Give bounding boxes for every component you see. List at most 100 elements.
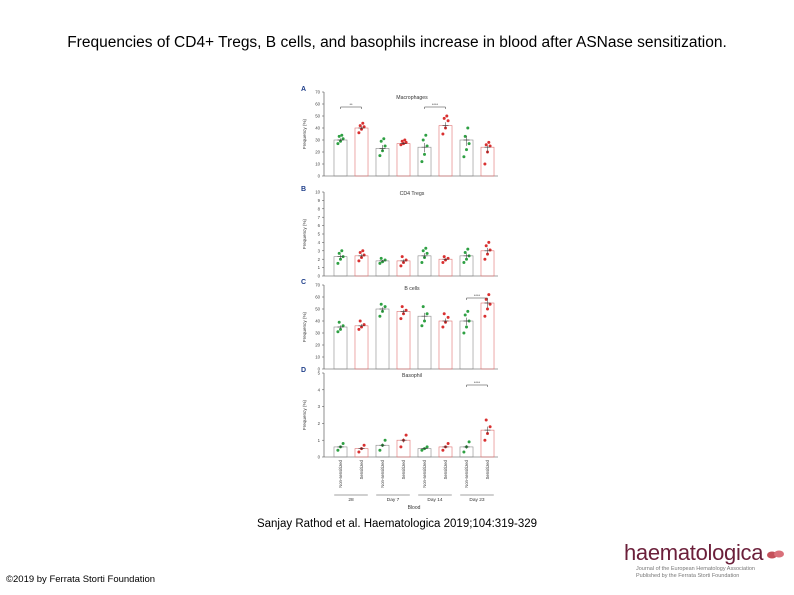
data-point [484, 297, 488, 301]
data-point [357, 327, 361, 331]
data-point [423, 319, 426, 323]
data-point [357, 450, 361, 454]
data-point [361, 249, 365, 253]
panel-title: B cells [404, 286, 420, 292]
data-point [487, 293, 491, 297]
significance-label: **** [474, 293, 481, 298]
y-tick-label: 0 [318, 367, 321, 372]
y-tick-label: 10 [315, 162, 320, 167]
data-point [421, 138, 425, 142]
data-point [362, 443, 366, 447]
y-tick-label: 4 [318, 240, 321, 245]
panel-letter: B [301, 186, 306, 193]
group-label: Day 23 [469, 497, 485, 503]
data-point [337, 320, 341, 324]
data-point [463, 313, 467, 317]
data-point [358, 250, 362, 254]
panel-letter: A [301, 86, 306, 93]
bar [375, 148, 390, 177]
data-point [483, 438, 487, 442]
y-tick-label: 1 [318, 438, 321, 443]
data-point [484, 418, 488, 422]
data-point [483, 162, 487, 166]
y-tick-label: 70 [315, 90, 320, 95]
bar [480, 302, 495, 370]
bar [438, 320, 453, 370]
panel-title: CD4 Tregs [400, 191, 425, 197]
significance-bracket [340, 106, 362, 109]
data-point [462, 331, 466, 335]
data-point [442, 116, 446, 120]
data-point [337, 134, 341, 138]
data-point [358, 319, 362, 323]
panel-letter: C [301, 279, 306, 286]
category-label: Sensitized [359, 459, 364, 479]
data-point [339, 257, 342, 261]
data-point [421, 305, 425, 309]
y-tick-label: 30 [315, 138, 320, 143]
group-label: Day 14 [427, 497, 443, 503]
data-point [486, 252, 489, 256]
panel-a: A Macrophages 0 10 20 30 40 50 60 70 Frequency (%)… [301, 86, 498, 179]
data-point [488, 425, 492, 429]
data-point [357, 131, 361, 135]
y-axis-label: Frequency (%) [302, 311, 307, 342]
significance-label: **** [432, 102, 439, 107]
y-axis-label: Frequency (%) [302, 218, 307, 249]
data-point [383, 438, 387, 442]
category-label: Sensitized [485, 459, 490, 479]
slide-title: Frequencies of CD4+ Tregs, B cells, and … [67, 34, 727, 51]
data-point [420, 261, 424, 265]
y-axis-label: Frequency (%) [302, 118, 307, 149]
data-point [425, 312, 429, 316]
data-point [403, 138, 407, 142]
red-cell-icon [767, 550, 784, 559]
data-point [446, 442, 450, 446]
data-point [362, 125, 366, 129]
y-tick-label: 50 [315, 307, 320, 312]
y-tick-label: 2 [318, 257, 321, 262]
data-point [379, 302, 383, 306]
y-tick-label: 60 [315, 102, 320, 107]
data-point [378, 448, 382, 452]
journal-logo: haematologica Journal of the European He… [612, 540, 788, 580]
panel-title: Basophil [402, 373, 422, 379]
bar [438, 258, 453, 277]
data-point [420, 324, 424, 328]
bar [375, 308, 390, 370]
data-point [337, 251, 341, 255]
logo-subtitle-line2: Published by the Ferrata Storti Foundati… [636, 572, 740, 579]
data-point [404, 308, 408, 312]
data-point [404, 140, 408, 144]
data-point [362, 323, 366, 327]
category-label: Sensitized [401, 459, 406, 479]
data-point [465, 325, 468, 329]
data-point [441, 132, 445, 136]
data-point [383, 144, 387, 148]
significance-label: ** [349, 102, 353, 107]
data-point [467, 142, 471, 146]
data-point [378, 154, 382, 158]
data-point [340, 133, 344, 137]
data-point [487, 240, 491, 244]
y-tick-label: 7 [318, 215, 321, 220]
data-point [361, 121, 365, 125]
data-point [420, 448, 424, 452]
bar [354, 127, 369, 177]
data-point [399, 317, 403, 321]
data-point [339, 327, 342, 331]
data-point [421, 249, 425, 253]
data-point [378, 261, 382, 265]
data-point [423, 152, 426, 156]
data-point [399, 264, 403, 268]
y-tick-label: 0 [318, 274, 321, 279]
group-label: 28 [348, 497, 354, 503]
significance-label: **** [474, 380, 481, 385]
significance-bracket [424, 106, 446, 109]
y-tick-label: 10 [315, 355, 320, 360]
data-point [466, 126, 470, 130]
bar [354, 325, 369, 370]
y-tick-label: 10 [315, 190, 320, 195]
data-point [404, 433, 408, 437]
data-point [462, 261, 466, 265]
